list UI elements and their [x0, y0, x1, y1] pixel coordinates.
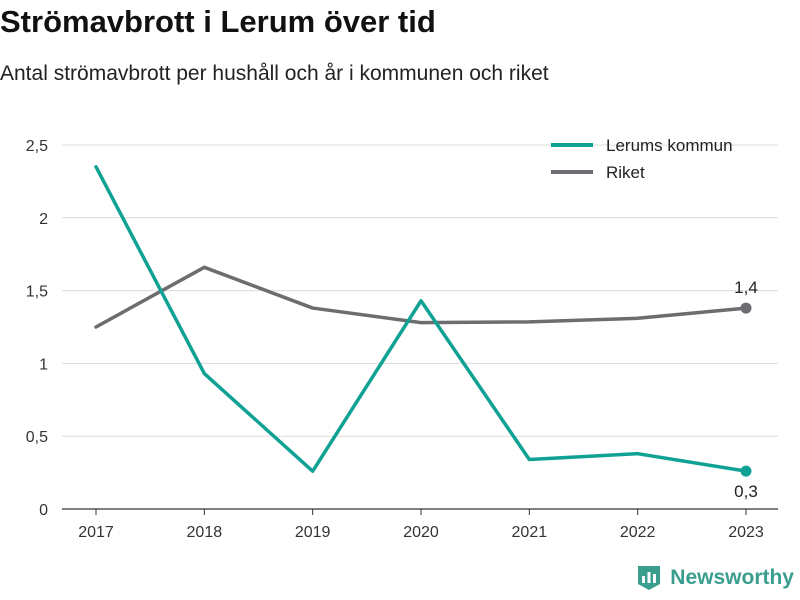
newsworthy-logo-icon [638, 566, 661, 590]
newsworthy-brand: Newsworthy [636, 564, 794, 592]
legend-label: Riket [606, 163, 645, 182]
chart-subtitle: Antal strömavbrott per hushåll och år i … [0, 62, 549, 85]
y-tick-label: 1 [39, 356, 48, 373]
y-axis: 0 0,5 1 1,5 2 2,5 [26, 138, 48, 519]
legend-label: Lerums kommun [606, 136, 733, 155]
series-end-point [740, 465, 752, 477]
y-tick-label: 2 [39, 211, 48, 228]
y-tick-label: 0,5 [26, 429, 48, 446]
x-tick-label: 2023 [728, 524, 764, 541]
brand-name: Newsworthy [670, 566, 794, 589]
series-line [94, 265, 748, 329]
y-tick-label: 0 [39, 502, 48, 519]
x-tick-label: 2017 [78, 524, 114, 541]
series-lines: 1,4 0,3 [94, 165, 758, 501]
grid [62, 144, 778, 437]
data-label: 1,4 [734, 278, 758, 297]
y-tick-label: 2,5 [26, 138, 48, 155]
x-tick-label: 2021 [512, 524, 548, 541]
x-tick-label: 2018 [187, 524, 223, 541]
legend: Lerums kommun Riket [551, 136, 733, 182]
chart-title: Strömavbrott i Lerum över tid [0, 4, 436, 39]
x-tick-label: 2022 [620, 524, 656, 541]
series-line [94, 165, 748, 473]
data-label: 0,3 [734, 482, 758, 501]
x-tick-label: 2019 [295, 524, 331, 541]
series-end-point [740, 302, 752, 314]
y-tick-label: 1,5 [26, 284, 48, 301]
x-tick-label: 2020 [403, 524, 439, 541]
x-axis: 2017 2018 2019 2020 2021 2022 2023 [62, 508, 778, 541]
